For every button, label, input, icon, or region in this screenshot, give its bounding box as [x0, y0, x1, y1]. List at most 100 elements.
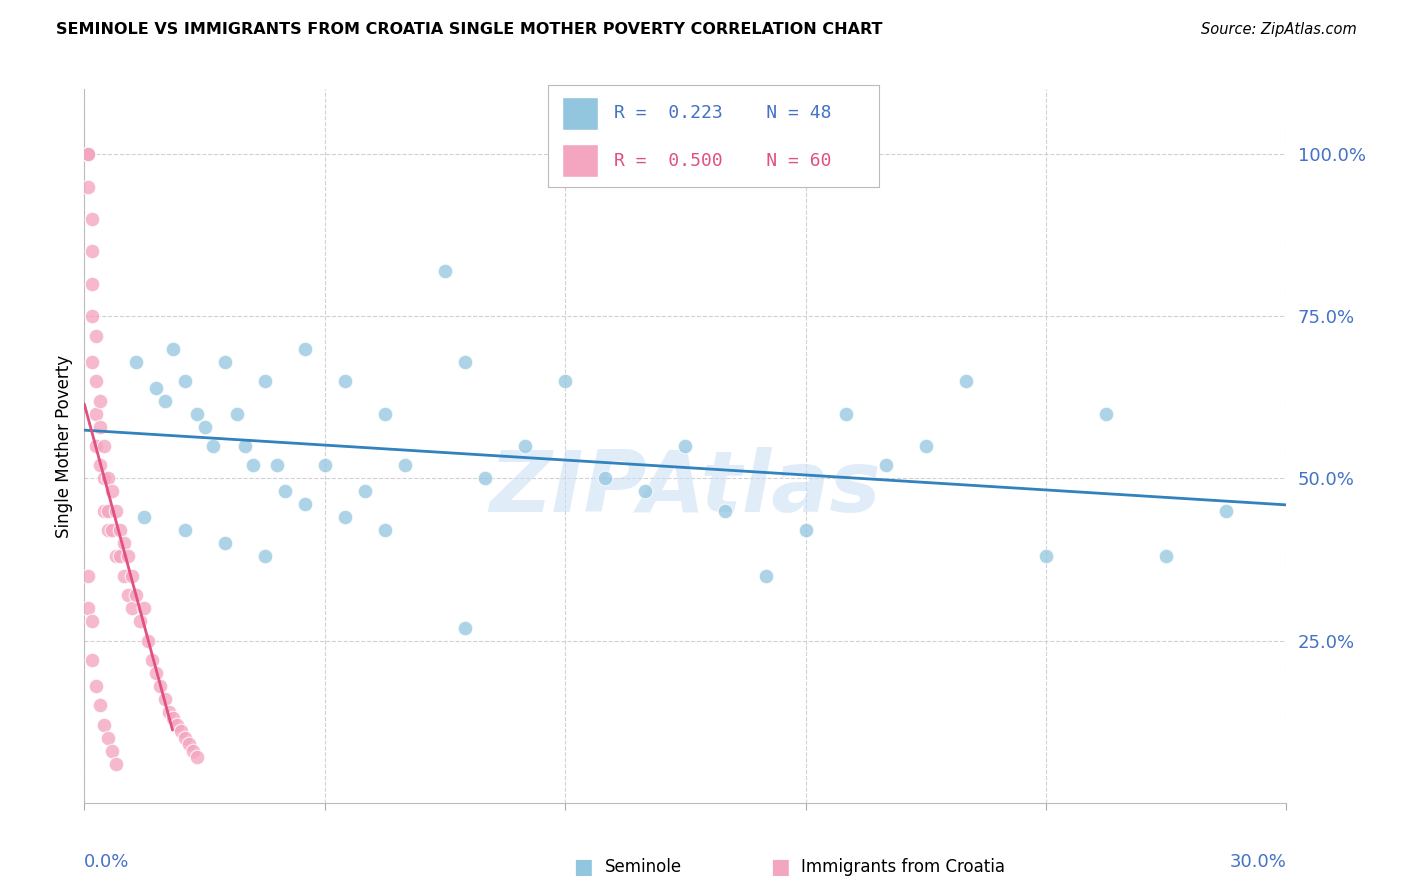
- Point: [105, 756, 128, 771]
- Point: [157, 705, 180, 719]
- Point: [162, 711, 184, 725]
- Point: [266, 458, 288, 473]
- Point: [454, 621, 477, 635]
- Point: [97, 731, 120, 745]
- Point: [166, 718, 188, 732]
- Point: [86, 407, 108, 421]
- Point: [97, 471, 120, 485]
- Point: [173, 731, 195, 745]
- Point: [82, 244, 104, 259]
- Point: [89, 698, 111, 713]
- Point: [86, 439, 108, 453]
- Point: [134, 510, 156, 524]
- Point: [134, 601, 156, 615]
- Point: [454, 354, 477, 368]
- Point: [181, 744, 204, 758]
- Point: [93, 439, 115, 453]
- Point: [253, 374, 276, 388]
- Point: [141, 653, 163, 667]
- Point: [915, 439, 938, 453]
- Point: [97, 524, 120, 538]
- Point: [1095, 407, 1118, 421]
- Point: [82, 211, 104, 226]
- Point: [634, 484, 657, 499]
- Point: [77, 568, 100, 582]
- Point: [77, 147, 100, 161]
- Point: [82, 277, 104, 291]
- Point: [554, 374, 576, 388]
- Point: [474, 471, 496, 485]
- Point: [169, 724, 191, 739]
- Point: [110, 524, 132, 538]
- Point: [225, 407, 247, 421]
- Text: Immigrants from Croatia: Immigrants from Croatia: [801, 858, 1005, 876]
- Point: [186, 750, 208, 764]
- Point: [125, 354, 148, 368]
- Point: [201, 439, 224, 453]
- Point: [86, 679, 108, 693]
- Point: [1215, 504, 1237, 518]
- Point: [1156, 549, 1178, 564]
- Point: [145, 666, 167, 681]
- Point: [314, 458, 336, 473]
- Point: [177, 738, 200, 752]
- Point: [82, 310, 104, 324]
- Point: [214, 536, 236, 550]
- Point: [93, 471, 115, 485]
- Point: [77, 147, 100, 161]
- Point: [153, 692, 176, 706]
- Point: [153, 393, 176, 408]
- Point: [86, 374, 108, 388]
- FancyBboxPatch shape: [561, 97, 598, 130]
- Text: R =  0.223    N = 48: R = 0.223 N = 48: [614, 104, 832, 122]
- Point: [233, 439, 256, 453]
- Text: SEMINOLE VS IMMIGRANTS FROM CROATIA SINGLE MOTHER POVERTY CORRELATION CHART: SEMINOLE VS IMMIGRANTS FROM CROATIA SING…: [56, 22, 883, 37]
- Point: [129, 614, 152, 628]
- Point: [354, 484, 377, 499]
- Point: [138, 633, 160, 648]
- Point: [955, 374, 977, 388]
- Point: [77, 601, 100, 615]
- Text: Source: ZipAtlas.com: Source: ZipAtlas.com: [1201, 22, 1357, 37]
- Point: [214, 354, 236, 368]
- Point: [294, 342, 316, 356]
- Point: [89, 458, 111, 473]
- Point: [101, 484, 124, 499]
- Point: [114, 536, 135, 550]
- Point: [105, 549, 128, 564]
- Point: [194, 419, 217, 434]
- Point: [835, 407, 858, 421]
- Text: ■: ■: [770, 857, 790, 877]
- Point: [86, 328, 108, 343]
- Point: [434, 264, 457, 278]
- Point: [93, 504, 115, 518]
- Point: [714, 504, 737, 518]
- Point: [93, 718, 115, 732]
- Text: ZIPAtlas: ZIPAtlas: [489, 447, 882, 531]
- Point: [253, 549, 276, 564]
- Point: [125, 588, 148, 602]
- Point: [121, 601, 143, 615]
- Point: [145, 381, 167, 395]
- Text: ■: ■: [574, 857, 593, 877]
- Point: [333, 374, 356, 388]
- Point: [794, 524, 817, 538]
- Point: [110, 549, 132, 564]
- Point: [101, 744, 124, 758]
- Text: 30.0%: 30.0%: [1230, 853, 1286, 871]
- Point: [77, 179, 100, 194]
- Point: [162, 342, 184, 356]
- Point: [333, 510, 356, 524]
- Point: [89, 393, 111, 408]
- Text: R =  0.500    N = 60: R = 0.500 N = 60: [614, 152, 832, 169]
- Y-axis label: Single Mother Poverty: Single Mother Poverty: [55, 354, 73, 538]
- Point: [186, 407, 208, 421]
- Point: [374, 407, 396, 421]
- Point: [82, 653, 104, 667]
- Point: [173, 374, 195, 388]
- Point: [675, 439, 697, 453]
- Point: [117, 549, 139, 564]
- Point: [149, 679, 172, 693]
- Point: [242, 458, 264, 473]
- Point: [294, 497, 316, 511]
